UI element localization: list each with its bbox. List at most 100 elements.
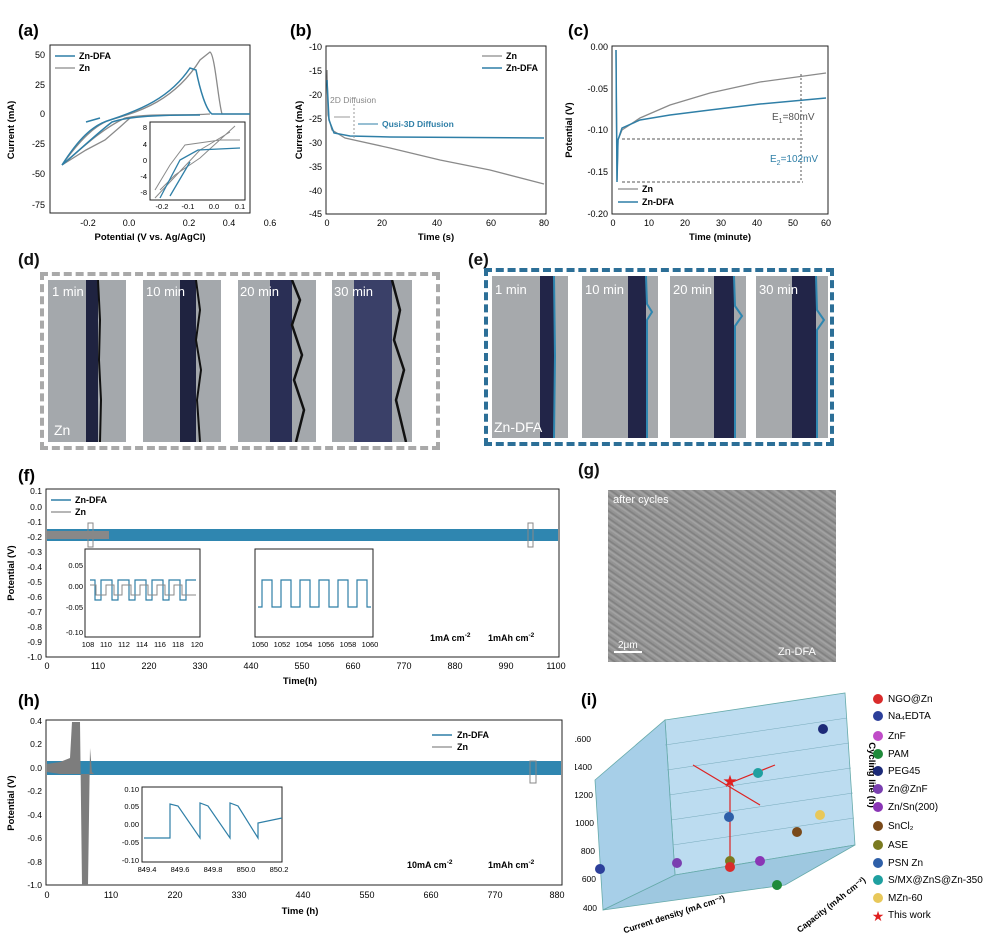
sphere-na4edta xyxy=(595,864,605,874)
z-tick: 800 xyxy=(581,846,595,856)
deposit-edge xyxy=(390,280,408,442)
annotation-quasi-3d-diffusion: Qusi-3D Diffusion xyxy=(382,119,454,129)
zn-frame-1min xyxy=(48,280,126,442)
inset-y-tick: 0.10 xyxy=(124,785,139,794)
inset-x-tick: 1052 xyxy=(274,640,291,649)
y-tick: -0.5 xyxy=(27,577,42,587)
legend-label: Zn/Sn(200) xyxy=(888,802,938,813)
x-tick: 220 xyxy=(141,661,156,671)
sphere-ngo-zn xyxy=(725,862,735,872)
zn-dfa-frame-30min xyxy=(756,276,828,438)
time-label: 20 min xyxy=(673,282,712,297)
legend-label: Zn-DFA xyxy=(506,63,538,73)
panel-label-h: (h) xyxy=(18,691,40,710)
inset-x-tick: 0.1 xyxy=(235,202,245,211)
panel-label-c: (c) xyxy=(568,21,589,40)
y-axis-ticks-a: 50 25 0 -25 -50 -75 xyxy=(32,50,45,210)
x-tick: 0 xyxy=(324,218,329,228)
z-tick: 1000 xyxy=(575,818,594,828)
legend-label: Zn xyxy=(457,742,468,752)
inset-x-tick: 112 xyxy=(118,640,130,649)
legend-marker xyxy=(873,875,883,885)
y-axis-label-b: Current (mA) xyxy=(294,101,305,160)
inset-x-tick: 118 xyxy=(172,640,184,649)
y-tick: -0.8 xyxy=(27,857,42,867)
x-tick: 880 xyxy=(549,890,564,900)
inset-f1-zn-trace xyxy=(90,584,196,596)
x-tick: 20 xyxy=(680,218,690,228)
inset-x-tick: -0.2 xyxy=(156,202,169,211)
time-label: 10 min xyxy=(585,282,624,297)
x-tick: 20 xyxy=(377,218,387,228)
inset-x-tick: 1060 xyxy=(362,640,379,649)
y-tick: 0.1 xyxy=(30,486,42,496)
legend-label: Zn xyxy=(79,63,90,73)
inset-x-tick: 114 xyxy=(136,640,148,649)
y-tick: -0.7 xyxy=(27,607,42,617)
x-tick: 40 xyxy=(752,218,762,228)
inset-y-tick: -0.10 xyxy=(122,856,139,865)
x-tick: -0.2 xyxy=(80,218,96,228)
x-axis-ticks-c: 0 10 20 30 40 50 60 xyxy=(610,218,831,228)
inset-y-tick: -8 xyxy=(140,188,147,197)
legend-marker xyxy=(873,840,883,850)
inset-x-tick: 110 xyxy=(100,640,112,649)
deposit-edge xyxy=(645,276,654,438)
zn-voltage-failure-region xyxy=(47,722,94,885)
panel-f-cycling-chart: (f) 0.1 0.0 -0.1 -0.2 -0.3 -0.4 -0.5 -0.… xyxy=(6,466,566,687)
x-tick: 50 xyxy=(788,218,798,228)
legend-label: ZnF xyxy=(888,731,906,742)
electrode xyxy=(180,280,196,442)
zn-dfa-frame-10min xyxy=(582,276,658,438)
legend-marker xyxy=(873,694,883,704)
inset-frame-f2 xyxy=(254,548,374,638)
legend-label: PSN Zn xyxy=(888,858,923,869)
z-tick: 400 xyxy=(583,903,597,913)
y-axis-ticks-c: 0.00 -0.05 -0.10 -0.15 -0.20 xyxy=(587,42,608,219)
inset-frame-h xyxy=(141,786,283,863)
x-axis-label-c: Time (minute) xyxy=(689,232,751,243)
legend-label: Zn@ZnF xyxy=(888,784,928,795)
electrode xyxy=(714,276,734,438)
inset-y-tick: 0.00 xyxy=(68,582,83,591)
time-labels-d: 1 min 10 min 20 min 30 min xyxy=(52,284,373,299)
zn-dfa-frame-20min xyxy=(670,276,746,438)
inset-f1-x-ticks: 108 110 112 114 116 118 120 xyxy=(82,640,204,649)
legend-marker xyxy=(873,802,883,812)
inset-y-tick: -0.05 xyxy=(66,603,83,612)
floor xyxy=(602,844,856,911)
panel-a-cv-chart: (a) 50 25 0 -25 -50 -75 -0.2 0.0 0.2 0.4… xyxy=(6,21,276,243)
y-tick: -10 xyxy=(309,42,322,52)
panel-label-e: (e) xyxy=(468,250,489,269)
y-tick: 25 xyxy=(35,80,45,90)
deposit-edge xyxy=(815,276,826,438)
x-axis-ticks-f: 0 110 220 330 440 550 660 770 880 990 11… xyxy=(44,661,565,671)
inset-h-x-ticks: 849.4 849.6 849.8 850.0 850.2 xyxy=(138,865,289,874)
x-tick: 330 xyxy=(231,890,246,900)
inset-x-tick: 1054 xyxy=(296,640,313,649)
legend-label: Zn-DFA xyxy=(457,730,489,740)
legend-marker xyxy=(873,784,883,794)
inset-x-tick: 849.4 xyxy=(138,865,157,874)
deposit-edge xyxy=(97,280,103,442)
x-tick: 440 xyxy=(295,890,310,900)
legend-label: Zn xyxy=(506,51,517,61)
y-tick: -20 xyxy=(309,90,322,100)
y-tick: -50 xyxy=(32,169,45,179)
y-tick: -0.4 xyxy=(27,810,42,820)
inset-f2-zn-dfa-trace xyxy=(258,579,371,608)
x-tick: 110 xyxy=(91,661,105,671)
inset-x-tick: 849.8 xyxy=(204,865,223,874)
zn-frame-20min xyxy=(238,280,316,442)
electrode xyxy=(354,280,392,442)
y-tick: 0.00 xyxy=(590,42,608,52)
inset-x-tick: 108 xyxy=(82,640,95,649)
deposit-edge xyxy=(733,276,744,438)
zoom-box-2 xyxy=(527,522,534,548)
zn-dfa-potential-curve xyxy=(615,49,827,183)
inset-h-y-ticks: 0.10 0.05 0.00 -0.05 -0.10 xyxy=(122,785,139,865)
zoom-box-h xyxy=(529,760,537,784)
x-axis-ticks-a: -0.2 0.0 0.2 0.4 0.6 xyxy=(80,218,276,228)
x-tick: 40 xyxy=(432,218,442,228)
electrode xyxy=(540,276,554,438)
